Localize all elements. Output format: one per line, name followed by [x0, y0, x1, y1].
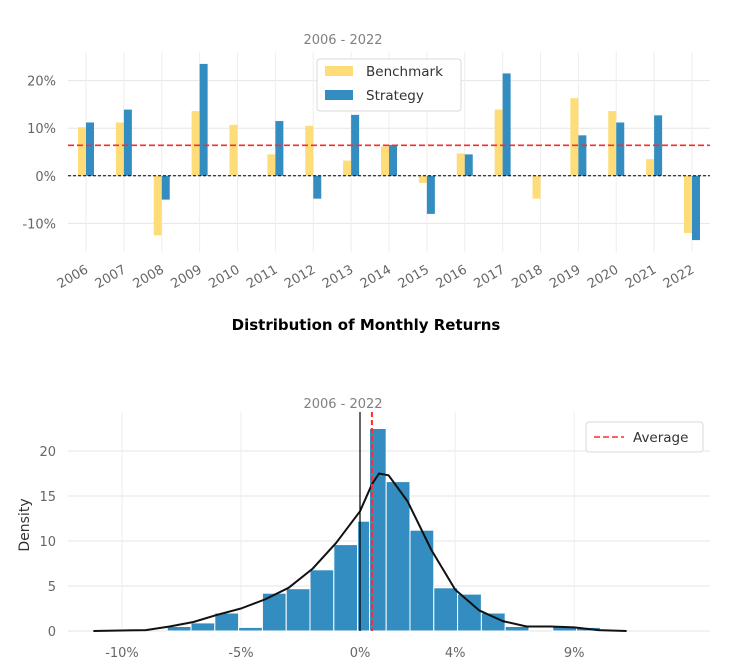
benchmark-bar: [115, 122, 124, 176]
strategy-bar: [351, 114, 360, 176]
x-tick-label: 4%: [445, 646, 466, 661]
strategy-bar: [123, 109, 132, 176]
benchmark-bar: [532, 175, 541, 199]
benchmark-bar: [305, 125, 314, 176]
x-tick-label: 2017: [471, 262, 507, 292]
legend: Average: [585, 421, 704, 453]
x-tick-label: 2013: [320, 262, 356, 292]
y-tick-label: 20: [39, 445, 56, 460]
chart-subtitle: 2006 - 2022: [303, 397, 382, 412]
histogram-bar: [433, 587, 459, 632]
y-axis-label: Density: [17, 498, 33, 551]
strategy-bar: [313, 175, 322, 199]
histogram-bar: [504, 626, 530, 632]
x-tick-label: 2010: [206, 262, 242, 292]
benchmark-bar: [267, 154, 276, 176]
x-tick-label: 2011: [244, 262, 280, 292]
histogram-bar: [238, 626, 263, 632]
x-tick-label: 2016: [434, 262, 470, 292]
x-tick-label: 2012: [282, 262, 318, 292]
benchmark-bar: [153, 175, 162, 236]
x-tick-label: -5%: [228, 646, 253, 661]
strategy-bar: [86, 122, 94, 176]
histogram-bar: [214, 612, 240, 632]
x-tick-label: 2008: [131, 262, 167, 292]
y-tick-label: 15: [39, 490, 56, 505]
strategy-bar: [389, 144, 397, 176]
benchmark-bar: [608, 111, 617, 176]
benchmark-bar: [494, 109, 503, 176]
legend: Benchmark Strategy: [316, 58, 462, 112]
histogram-bar: [385, 481, 411, 632]
legend-label: Average: [633, 430, 688, 446]
chart-title: Distribution of Monthly Returns: [232, 316, 501, 334]
strategy-bar: [616, 122, 625, 176]
x-tick-label: 2009: [168, 262, 204, 292]
yearly-returns-chart: -10% 0% 10% 20% 2006 2007 2008 2009 2010 2011 2012…: [22, 33, 710, 292]
histogram-bar: [457, 593, 482, 632]
chart-subtitle: 2006 - 2022: [303, 33, 382, 48]
histogram-bar: [190, 622, 216, 632]
strategy-bar: [199, 63, 208, 176]
y-tick-label: 0%: [35, 170, 56, 185]
benchmark-bar: [570, 98, 579, 176]
x-tick-label: 2014: [358, 262, 394, 292]
kde-curve: [93, 472, 627, 632]
legend-label: Benchmark: [366, 64, 443, 80]
x-tick-label: 2019: [547, 262, 583, 292]
benchmark-bar: [229, 124, 238, 176]
benchmark-bar: [684, 175, 692, 233]
histogram-bar: [285, 588, 311, 632]
x-tick-label: 2007: [93, 262, 129, 292]
y-tick-label: 0: [48, 625, 56, 640]
x-tick-label: 2022: [661, 262, 697, 292]
benchmark-bar: [78, 127, 86, 176]
y-tick-label: 5: [48, 580, 56, 595]
legend-box: [585, 421, 704, 453]
strategy-bar: [464, 154, 473, 176]
x-tick-label: 2006: [55, 262, 91, 292]
y-tick-label: -10%: [22, 217, 56, 232]
strategy-bar: [426, 175, 435, 214]
x-tick-label: -10%: [105, 646, 139, 661]
y-tick-label: 20%: [27, 75, 56, 90]
x-tick-label: 2015: [396, 262, 432, 292]
histogram-bar: [309, 569, 335, 632]
strategy-bar: [161, 175, 170, 200]
benchmark-bar: [381, 146, 389, 176]
strategy-bar: [578, 135, 587, 176]
y-tick-label: 10: [39, 535, 56, 550]
legend-swatch: [325, 66, 353, 76]
strategy-bar: [692, 175, 700, 241]
legend-swatch: [325, 90, 353, 100]
strategy-bar: [502, 73, 511, 176]
benchmark-bar: [456, 153, 465, 176]
histogram-bar: [333, 544, 359, 632]
x-tick-label: 9%: [564, 646, 585, 661]
legend-label: Strategy: [366, 88, 424, 104]
monthly-returns-distribution-chart: Distribution of Monthly Returns 2006 - 20…: [17, 316, 710, 661]
x-tick-label: 2020: [585, 262, 621, 292]
y-tick-label: 10%: [27, 122, 56, 137]
benchmark-bar: [418, 175, 427, 183]
x-tick-label: 0%: [350, 646, 371, 661]
benchmark-bar: [343, 160, 352, 176]
strategy-bar: [275, 121, 284, 176]
benchmark-bar: [646, 159, 655, 176]
benchmark-bar: [191, 111, 200, 176]
x-tick-label: 2021: [623, 262, 659, 292]
x-tick-label: 2018: [509, 262, 545, 292]
